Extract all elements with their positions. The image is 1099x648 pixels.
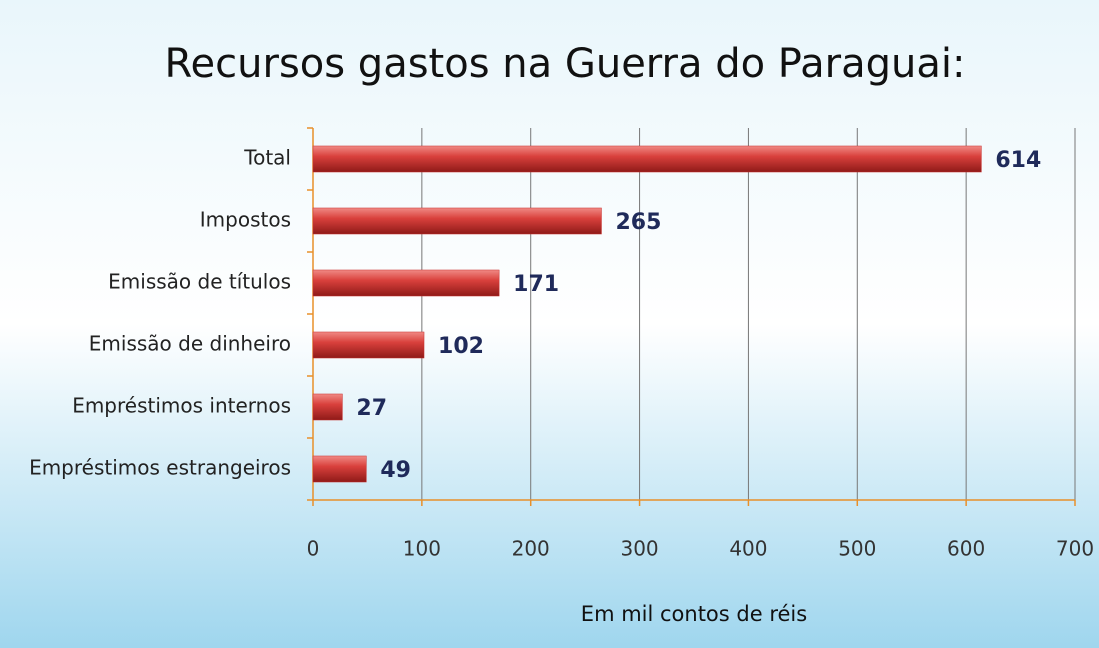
x-tick-label: 0 [307,537,320,561]
bar [312,145,982,173]
value-label: 265 [615,210,661,235]
y-tick-label: Total [243,146,291,170]
y-tick-label: Emissão de títulos [108,270,291,294]
bar [312,207,602,235]
y-tick-label: Empréstimos estrangeiros [29,456,291,480]
x-tick-label: 200 [512,537,550,561]
value-label: 49 [380,458,411,483]
value-label: 102 [438,334,484,359]
y-tick-label: Impostos [200,208,291,232]
x-tick-label: 100 [403,537,441,561]
x-tick-label: 400 [729,537,767,561]
x-axis-label: Em mil contos de réis [581,602,807,626]
y-tick-label: Emissão de dinheiro [89,332,291,356]
value-label: 171 [513,272,559,297]
chart-title: Recursos gastos na Guerra do Paraguai: [165,41,966,87]
value-label: 614 [995,148,1041,173]
y-tick-label: Empréstimos internos [72,394,291,418]
bar [312,393,343,421]
value-label: 27 [356,396,387,421]
bar [312,455,367,483]
x-tick-label: 300 [620,537,658,561]
x-tick-label: 500 [838,537,876,561]
bar [312,331,425,359]
x-tick-label: 600 [947,537,985,561]
bar [312,269,500,297]
x-tick-label: 700 [1056,537,1094,561]
